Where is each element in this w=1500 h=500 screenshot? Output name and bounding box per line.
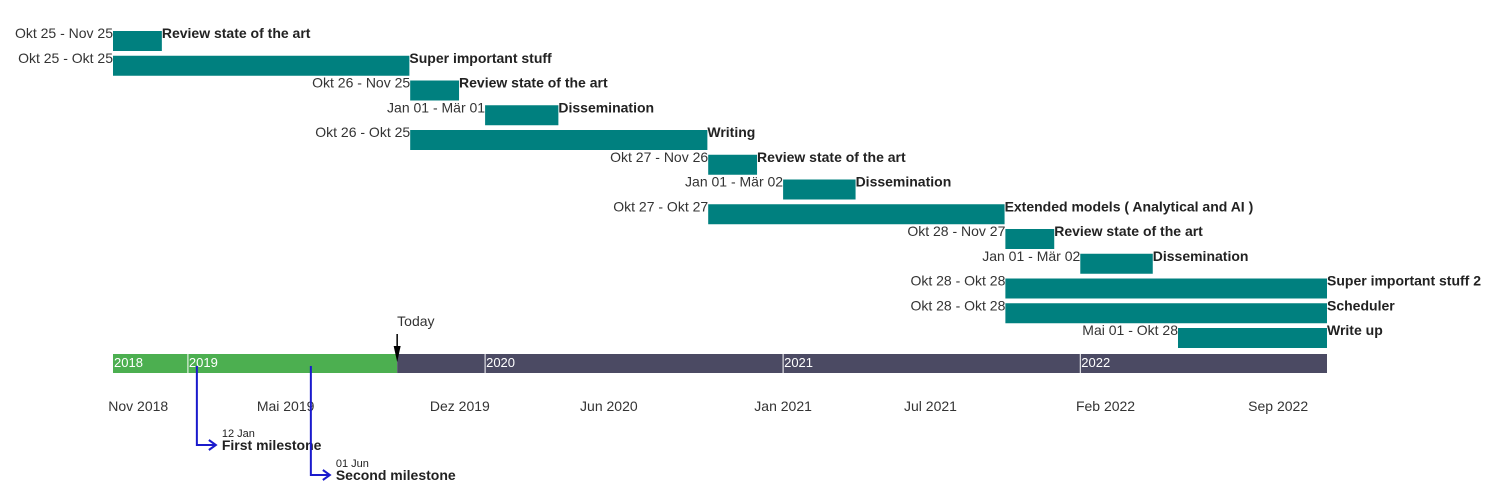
task-date-range: Jan 01 - Mär 02 [982, 248, 1080, 264]
task-bar [1080, 253, 1153, 274]
task-name: Dissemination [1153, 248, 1249, 264]
x-tick-label: Jun 2020 [580, 398, 638, 414]
timeline-past-segment [113, 354, 398, 373]
task-bar [1177, 328, 1327, 348]
task-row: Okt 27 - Okt 27 Extended models ( Analyti… [613, 198, 1254, 225]
year-label: 2021 [784, 355, 813, 370]
milestone-date: 01 Jun [336, 458, 369, 470]
milestone-arrow-icon [322, 469, 332, 481]
milestone-connector [309, 366, 329, 476]
task-bar [1005, 303, 1327, 324]
task-bar [708, 154, 758, 175]
task-row: Okt 25 - Nov 25 Review state of the art [15, 25, 311, 51]
milestone-name: Second milestone [336, 467, 456, 483]
milestone-name: First milestone [222, 437, 322, 453]
task-bar [1005, 278, 1327, 299]
task-name: Scheduler [1327, 297, 1395, 313]
today-marker: Today [393, 313, 435, 362]
task-name: Extended models ( Analytical and AI ) [1005, 198, 1254, 214]
task-date-range: Okt 27 - Nov 26 [610, 149, 708, 165]
task-date-range: Jan 01 - Mär 02 [685, 174, 783, 190]
task-date-range: Okt 28 - Okt 28 [910, 297, 1005, 313]
year-label: 2019 [189, 355, 218, 370]
milestone-connector [195, 366, 215, 446]
x-tick-label: Jan 2021 [754, 398, 812, 414]
task-name: Super important stuff [409, 50, 552, 66]
today-label: Today [397, 313, 434, 329]
task-bar [113, 31, 162, 51]
milestone-date: 12 Jan [222, 428, 255, 440]
x-tick-label: Jul 2021 [904, 398, 957, 414]
task-name: Review state of the art [1054, 223, 1203, 239]
task-bar [410, 130, 708, 150]
task-bar [485, 105, 559, 126]
task-row: Okt 28 - Okt 28 Scheduler [910, 297, 1395, 324]
task-row: Jan 01 - Mär 02 Dissemination [982, 248, 1248, 274]
task-row: Okt 27 - Nov 26 Review state of the art [610, 149, 906, 175]
task-row: Jan 01 - Mär 02 Dissemination [685, 174, 951, 200]
task-bar [708, 204, 1005, 225]
task-name: Writing [707, 124, 755, 140]
task-name: Review state of the art [162, 25, 311, 41]
x-tick-label: Nov 2018 [108, 398, 168, 414]
task-row: Okt 26 - Nov 25 Review state of the art [312, 75, 608, 101]
year-label: 2022 [1081, 355, 1110, 370]
timeline-future-segment [397, 354, 1327, 373]
task-name: Write up [1327, 322, 1383, 338]
task-row: Okt 25 - Okt 25 Super important stuff [18, 50, 552, 76]
task-row: Jan 01 - Mär 01 Dissemination [387, 99, 654, 126]
x-axis-ticks: Nov 2018 Mai 2019 Dez 2019 Jun 2020 Jan 2021… [108, 398, 1308, 414]
task-date-range: Okt 28 - Nov 27 [907, 223, 1005, 239]
task-date-range: Okt 26 - Nov 25 [312, 75, 410, 91]
task-row: Mai 01 - Okt 28 Write up [1082, 322, 1383, 348]
task-date-range: Jan 01 - Mär 01 [387, 99, 485, 115]
task-row: Okt 26 - Okt 25 Writing [315, 124, 755, 150]
task-date-range: Okt 25 - Okt 25 [18, 50, 113, 66]
task-date-range: Okt 26 - Okt 25 [315, 124, 410, 140]
task-date-range: Mai 01 - Okt 28 [1082, 322, 1178, 338]
x-tick-label: Feb 2022 [1076, 398, 1135, 414]
task-name: Review state of the art [459, 75, 608, 91]
task-row: Okt 28 - Nov 27 Review state of the art [907, 223, 1203, 249]
x-tick-label: Dez 2019 [430, 398, 490, 414]
task-row: Okt 28 - Okt 28 Super important stuff 2 [910, 273, 1481, 299]
task-date-range: Okt 28 - Okt 28 [910, 273, 1005, 289]
task-name: Dissemination [558, 99, 654, 115]
tasks-layer: Okt 25 - Nov 25 Review state of the artOk… [15, 25, 1481, 348]
task-name: Dissemination [856, 174, 952, 190]
task-bar [1005, 229, 1055, 249]
timeline-bar: 2018 2019 2020 2021 2022 [113, 354, 1327, 373]
task-bar [783, 179, 856, 200]
x-tick-label: Mai 2019 [257, 398, 315, 414]
task-name: Super important stuff 2 [1327, 273, 1481, 289]
year-label: 2020 [486, 355, 515, 370]
today-arrowhead [393, 346, 401, 362]
milestone-arrow-icon [208, 439, 218, 451]
x-tick-label: Sep 2022 [1248, 398, 1308, 414]
task-date-range: Okt 25 - Nov 25 [15, 25, 113, 41]
task-name: Review state of the art [757, 149, 906, 165]
year-label: 2018 [114, 355, 143, 370]
task-bar [410, 80, 460, 101]
task-bar [113, 55, 410, 76]
task-date-range: Okt 27 - Okt 27 [613, 198, 708, 214]
